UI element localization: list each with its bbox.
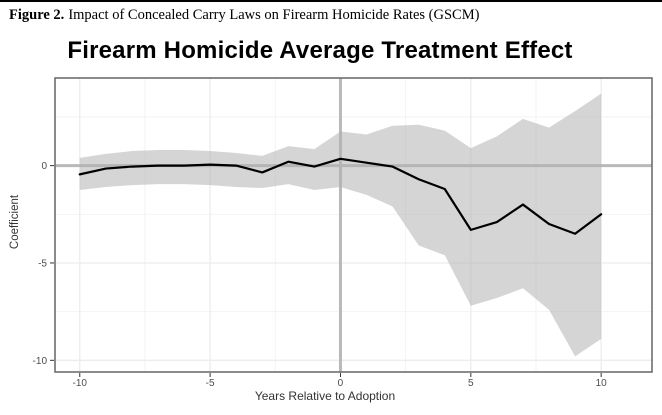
coefficient-line — [78, 157, 603, 235]
chart-title: Firearm Homicide Average Treatment Effec… — [67, 37, 573, 64]
figure-caption: Figure 2. Impact of Concealed Carry Laws … — [9, 7, 479, 24]
x-tick-label: 5 — [468, 378, 474, 389]
figure-caption-text: Impact of Concealed Carry Laws on Firear… — [68, 7, 480, 23]
y-tick-label: -10 — [33, 356, 48, 367]
x-tick-label: -5 — [206, 378, 215, 389]
top-rule — [0, 0, 662, 2]
y-tick-label: 0 — [41, 161, 47, 172]
figure-caption-label: Figure 2. — [9, 7, 65, 23]
x-tick-label: 0 — [338, 378, 344, 389]
x-tick-label: -10 — [73, 378, 88, 389]
confidence-band — [79, 93, 602, 357]
panel-border — [54, 77, 653, 373]
x-axis-title: Years Relative to Adoption — [254, 389, 396, 403]
x-tick-label: 10 — [596, 378, 608, 389]
y-tick-label: -5 — [38, 258, 47, 269]
y-axis-title: Coefficient — [9, 194, 21, 250]
